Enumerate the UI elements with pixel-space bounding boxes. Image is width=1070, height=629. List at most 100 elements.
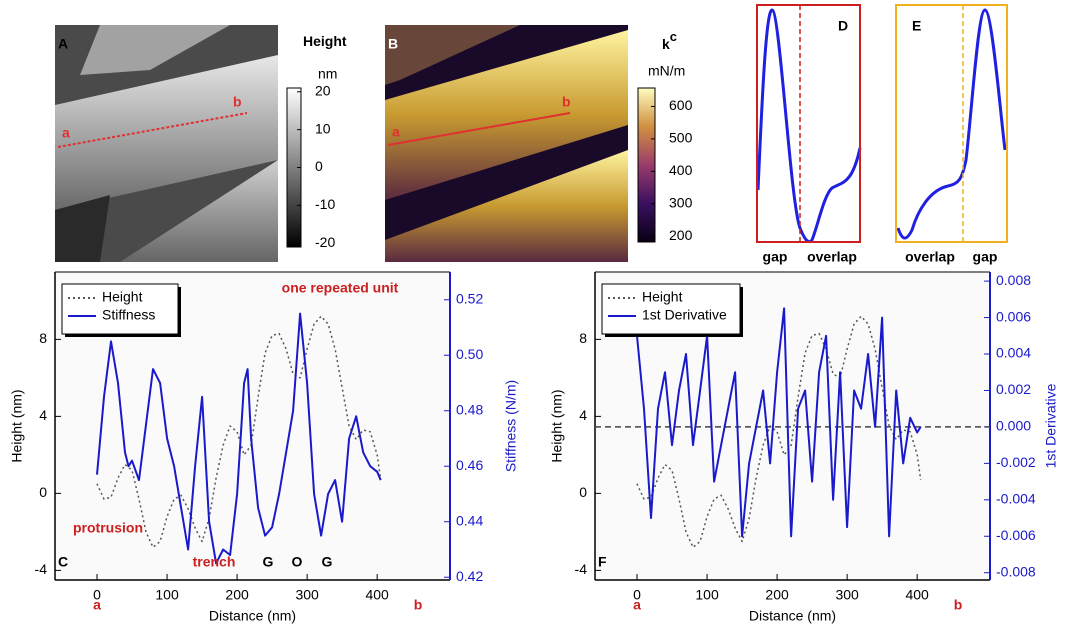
profile-line: [387, 112, 571, 146]
legend: [601, 283, 741, 335]
y2-tick-label: 0.008: [996, 272, 1031, 288]
y-axis-title: Height (nm): [9, 389, 25, 462]
panel-label: D: [838, 18, 848, 34]
x-tick-label: 300: [835, 587, 859, 603]
x-tick-label: 100: [695, 587, 719, 603]
x-start-label: a: [633, 597, 641, 613]
point-label: b: [233, 94, 242, 110]
colorbar-tick-label: -20: [315, 234, 335, 250]
y2-tick-label: 0.52: [456, 290, 483, 306]
y-tick-label: 0: [39, 484, 47, 500]
inset-box: [895, 4, 1008, 243]
legend-label: 1st Derivative: [642, 307, 727, 323]
series-line: [636, 307, 922, 538]
colorbar: [637, 87, 656, 243]
point-label: a: [392, 124, 400, 140]
legend-label: Stiffness: [102, 307, 155, 323]
annotation: one repeated unit: [282, 280, 399, 296]
inset-label: overlap: [905, 249, 955, 265]
legend-label: Height: [102, 289, 143, 305]
y-tick-label: 4: [39, 407, 47, 423]
y2-tick-label: 0.44: [456, 512, 483, 528]
y-tick-label: 8: [579, 330, 587, 346]
x-end-label: b: [954, 597, 963, 613]
series-line: [636, 315, 922, 549]
panel-label: A: [58, 36, 68, 52]
colorbar-title: Height: [303, 33, 347, 49]
y2-tick-label: 0.50: [456, 346, 483, 362]
inset-curve: [756, 8, 862, 244]
panel-label: C: [58, 554, 68, 570]
y2-tick-label: -0.008: [996, 563, 1036, 579]
inset-label: overlap: [807, 249, 857, 265]
y-tick-label: -4: [575, 561, 588, 577]
colorbar-title: kc: [662, 29, 677, 51]
colorbar-tick-label: 0: [315, 158, 323, 174]
panel-label: F: [598, 554, 607, 570]
annotation: G: [263, 554, 274, 570]
colorbar-tick-label: -10: [315, 196, 335, 212]
x-tick-label: 200: [765, 587, 789, 603]
title-sup: c: [670, 29, 677, 44]
afm-stiffness-image: [385, 25, 628, 262]
x-axis-title: Distance (nm): [209, 608, 296, 624]
annotation: protrusion: [73, 520, 143, 536]
inset-curve: [896, 8, 1007, 240]
y2-axis-title: Stiffness (N/m): [503, 380, 519, 472]
y2-tick-label: 0.42: [456, 568, 483, 584]
y-tick-label: 8: [39, 330, 47, 346]
y2-tick-label: 0.002: [996, 381, 1031, 397]
y2-tick-label: 0.46: [456, 457, 483, 473]
y2-tick-label: -0.004: [996, 491, 1036, 507]
title-text: k: [662, 36, 670, 52]
afm-height-image: [55, 25, 278, 262]
inset-label: gap: [973, 249, 998, 265]
title-text: Height: [303, 33, 347, 49]
inset-box: [756, 4, 861, 243]
point-label: b: [562, 94, 571, 110]
panel-label: B: [388, 36, 398, 52]
y-tick-label: 4: [579, 407, 587, 423]
colorbar-unit: mN/m: [648, 63, 685, 79]
y-tick-label: -4: [35, 561, 48, 577]
x-start-label: a: [93, 597, 101, 613]
y-tick-label: 0: [579, 484, 587, 500]
x-axis-title: Distance (nm): [749, 608, 836, 624]
x-tick-label: 400: [905, 587, 929, 603]
y2-tick-label: 0.006: [996, 308, 1031, 324]
panel-label: E: [912, 18, 921, 34]
inset-label: gap: [763, 249, 788, 265]
x-tick-label: 0: [93, 587, 101, 603]
profile-line: [57, 112, 248, 148]
x-tick-label: 200: [225, 587, 249, 603]
y2-tick-label: 0.004: [996, 345, 1031, 361]
y2-tick-label: -0.002: [996, 454, 1036, 470]
colorbar-tick-label: 20: [315, 82, 331, 98]
x-tick-label: 100: [155, 587, 179, 603]
colorbar-tick-label: 200: [669, 227, 693, 243]
colorbar-tick-label: 300: [669, 194, 693, 210]
annotation: O: [292, 554, 303, 570]
y2-tick-label: 0.48: [456, 401, 483, 417]
annotation: trench: [193, 554, 236, 570]
y2-axis-title: 1st Derivative: [1043, 383, 1059, 468]
x-tick-label: 400: [365, 587, 389, 603]
colorbar-tick-label: 500: [669, 130, 693, 146]
x-tick-label: 300: [295, 587, 319, 603]
point-label: a: [62, 125, 70, 141]
legend: [61, 283, 179, 335]
colorbar-tick-label: 400: [669, 162, 693, 178]
y2-tick-label: 0.000: [996, 418, 1031, 434]
series-line: [96, 312, 382, 565]
legend-label: Height: [642, 289, 683, 305]
x-tick-label: 0: [633, 587, 641, 603]
y2-tick-label: -0.006: [996, 527, 1036, 543]
colorbar-unit: nm: [318, 66, 337, 82]
colorbar-tick-label: 10: [315, 120, 331, 136]
x-end-label: b: [414, 597, 423, 613]
y-axis-title: Height (nm): [549, 389, 565, 462]
colorbar-tick-label: 600: [669, 97, 693, 113]
annotation: G: [322, 554, 333, 570]
